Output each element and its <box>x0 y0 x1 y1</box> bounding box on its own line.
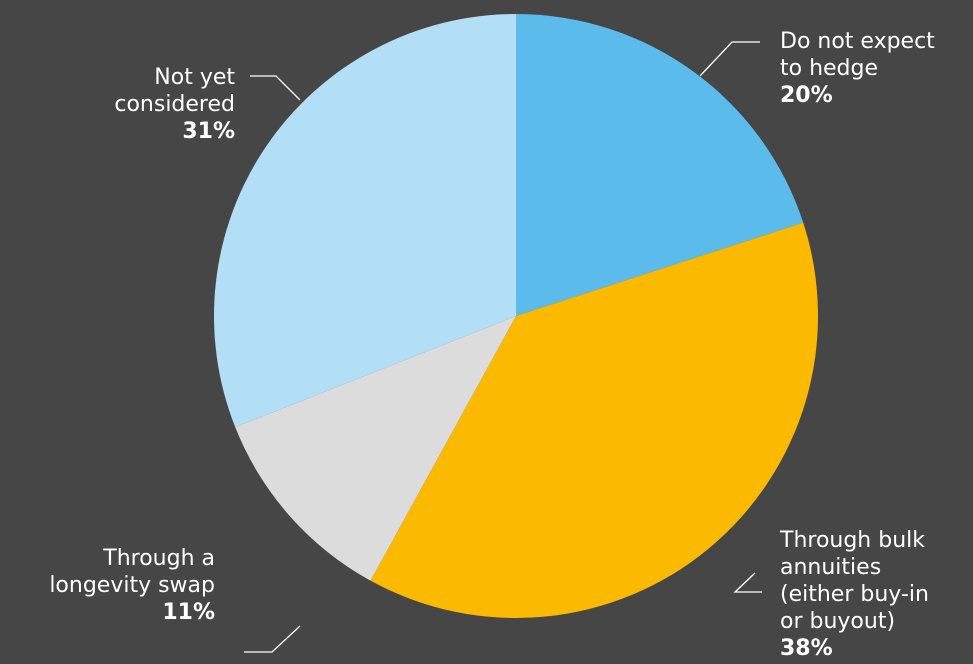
leader-line-through-bulk-annuities <box>733 572 762 593</box>
slice-value-not-yet-considered: 31% <box>182 119 235 144</box>
slice-label-through-bulk-annuities: Through bulk annuities (either buy-in or… <box>780 528 929 634</box>
slice-label-do-not-expect-to-hedge: Do not expect to hedge <box>780 29 935 81</box>
leader-line-not-yet-considered <box>250 75 301 101</box>
label-through-bulk-annuities: Through bulk annuities (either buy-in or… <box>780 527 929 662</box>
leader-lines <box>244 41 762 653</box>
pie-slice-do-not-expect-to-hedge <box>516 14 804 316</box>
label-through-a-longevity-swap: Through a longevity swap 11% <box>49 545 215 626</box>
pie-slices <box>213 14 818 618</box>
slice-value-through-a-longevity-swap: 11% <box>162 600 215 625</box>
leader-line-through-a-longevity-swap <box>244 625 301 653</box>
leader-line-do-not-expect-to-hedge <box>699 41 760 77</box>
slice-value-through-bulk-annuities: 38% <box>780 636 833 661</box>
label-do-not-expect-to-hedge: Do not expect to hedge 20% <box>780 28 935 109</box>
pie-slice-through-bulk-annuities <box>370 222 818 618</box>
slice-label-through-a-longevity-swap: Through a longevity swap <box>49 546 215 598</box>
pie-slice-through-a-longevity-swap <box>235 316 516 581</box>
pie-slice-not-yet-considered <box>213 14 516 428</box>
label-not-yet-considered: Not yet considered 31% <box>114 64 235 145</box>
slice-label-not-yet-considered: Not yet considered <box>114 65 235 117</box>
slice-value-do-not-expect-to-hedge: 20% <box>780 83 833 108</box>
